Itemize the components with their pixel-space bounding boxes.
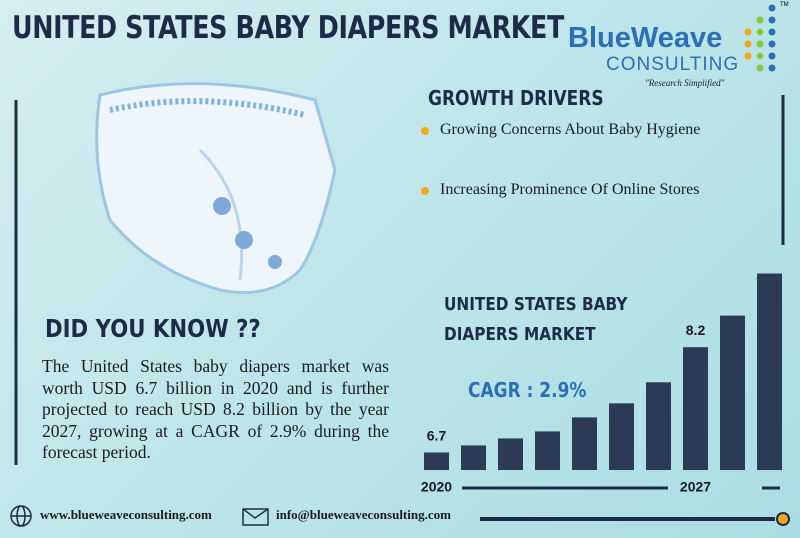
bar — [572, 417, 597, 470]
bullet — [421, 127, 429, 135]
logo-dots — [744, 4, 776, 72]
bullet — [421, 187, 429, 195]
value-label: 6.7 — [427, 427, 447, 443]
bar — [424, 452, 449, 470]
chart-annotation: CAGR : 2.9% — [468, 378, 587, 402]
logo-name: BlueWeave — [568, 22, 723, 54]
logo-sub: CONSULTING — [606, 54, 740, 75]
x-tick-label: 2027 — [680, 479, 711, 495]
bar — [683, 347, 708, 470]
dyk-text: The United States baby diapers market wa… — [42, 356, 389, 462]
diaper-illustration — [95, 82, 337, 294]
logo-tm: TM — [780, 2, 789, 8]
bar — [720, 315, 745, 470]
bar — [535, 431, 560, 470]
page-title: UNITED STATES BABY DIAPERS MARKET — [12, 10, 564, 46]
bar — [461, 445, 486, 470]
bar-chart: 2020 2027 6.7 8.2 — [421, 273, 782, 495]
chart-title: UNITED STATES BABY DIAPERS MARKET — [444, 294, 628, 345]
bar — [498, 438, 523, 470]
dot — [776, 512, 790, 526]
website: www.blueweaveconsulting.com — [40, 507, 212, 522]
email: info@blueweaveconsulting.com — [276, 507, 451, 522]
globe-icon — [10, 505, 32, 527]
drivers-heading: GROWTH DRIVERS — [428, 86, 604, 110]
bar — [646, 382, 671, 470]
driver-item: Growing Concerns About Baby Hygiene — [440, 121, 701, 138]
logo-tagline: "Research Simplified" — [645, 78, 725, 88]
driver-item: Increasing Prominence Of Online Stores — [440, 181, 700, 198]
bar — [757, 273, 782, 470]
dyk-heading: DID YOU KNOW ?? — [45, 314, 261, 343]
bar — [609, 403, 634, 470]
value-label: 8.2 — [686, 322, 706, 338]
x-tick-label: 2020 — [421, 479, 452, 495]
mail-icon — [242, 508, 269, 526]
